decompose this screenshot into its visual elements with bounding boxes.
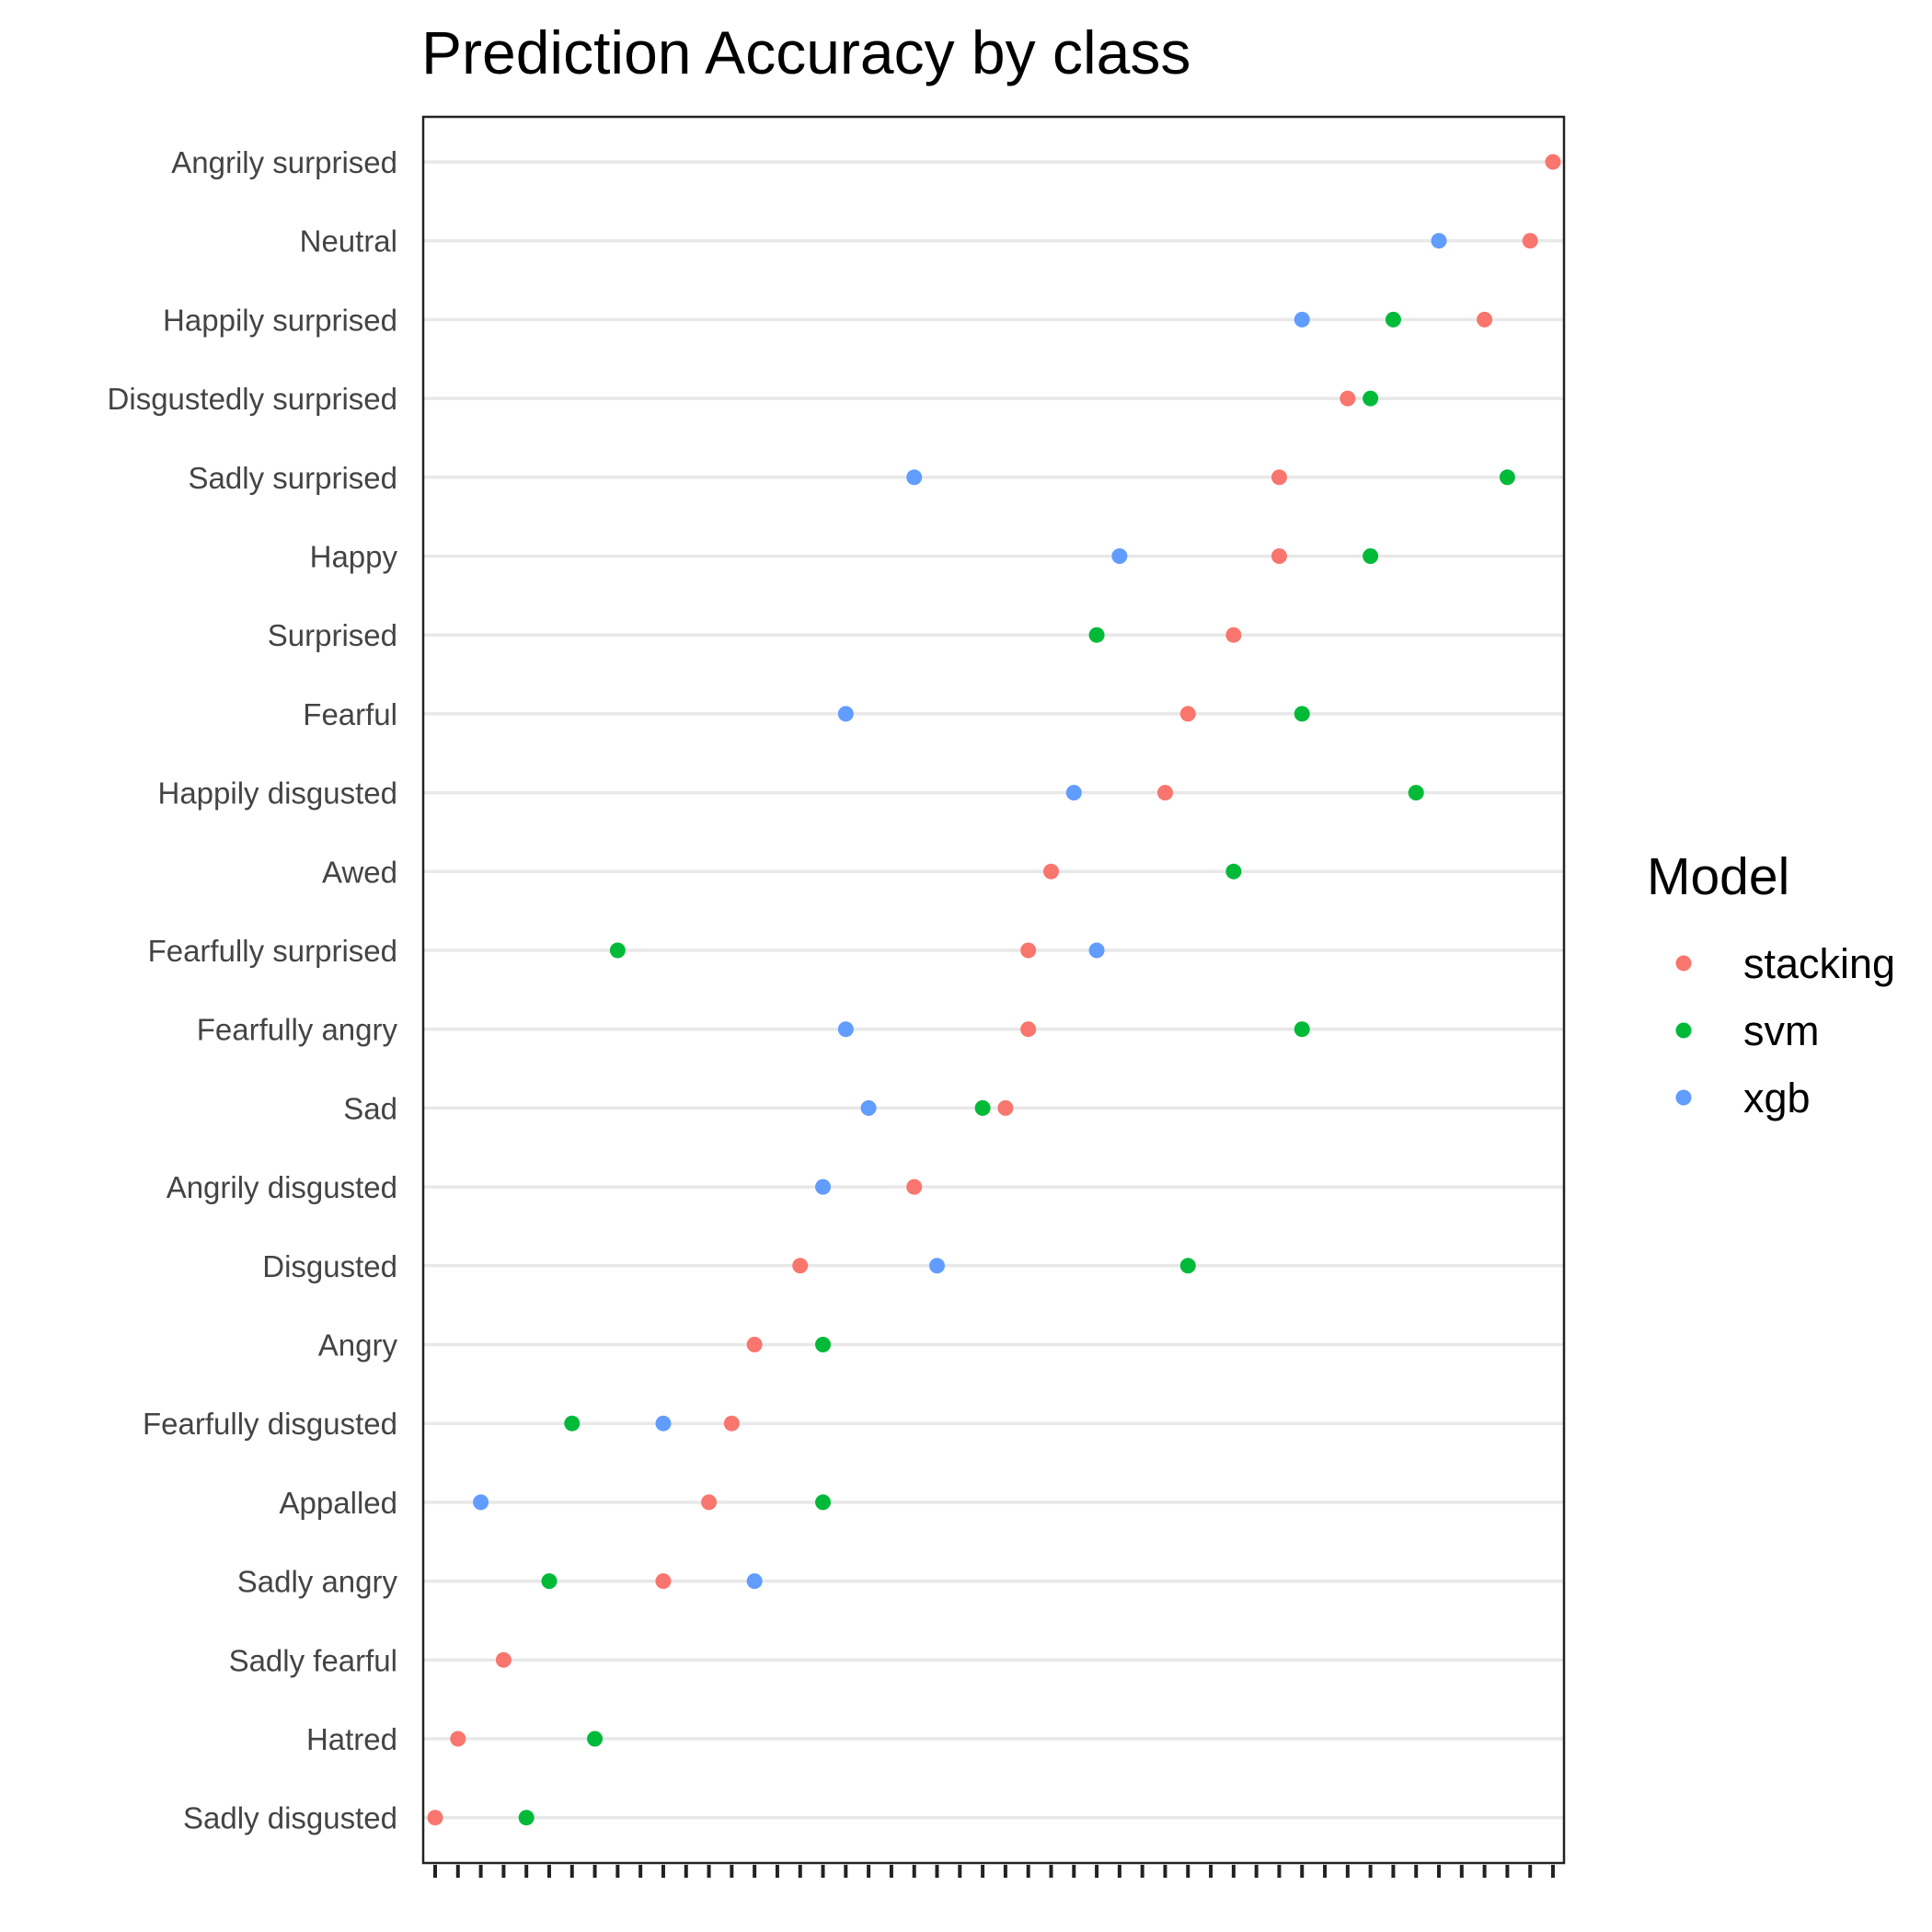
point-stacking-neutral [1522,233,1538,249]
point-xgb-sad [860,1099,877,1116]
point-stacking-fearfully-angry [1020,1021,1037,1038]
point-stacking-sad [997,1099,1014,1116]
point-stacking-hatred [450,1731,466,1747]
category-label-happily-surprised: Happily surprised [163,303,397,337]
point-xgb-fearfully-surprised [1088,942,1105,959]
point-stacking-sadly-fearful [495,1651,512,1668]
plot-panel-border [421,115,1566,1865]
point-svm-happily-surprised [1385,311,1401,328]
category-labels: Angrily surprised Neutral Happily surprise… [108,145,398,1835]
point-stacking-angrily-disgusted [906,1179,923,1195]
point-svm-disgustedly-surprised [1363,390,1379,407]
point-xgb-disgusted [929,1258,946,1274]
point-xgb-sadly-angry [746,1573,763,1590]
point-stacking-surprised [1225,627,1242,643]
point-stacking-happily-disgusted [1156,785,1173,801]
legend-key-svm [1675,1022,1692,1039]
point-xgb-sadly-surprised [906,469,923,486]
point-stacking-appalled [701,1494,718,1511]
legend-key-xgb [1675,1089,1692,1106]
point-stacking-happily-surprised [1477,311,1493,328]
point-xgb-fearfully-disgusted [655,1415,672,1432]
point-stacking-sadly-angry [655,1573,672,1590]
category-label-hatred: Hatred [306,1722,397,1756]
point-xgb-happy [1111,548,1128,564]
category-label-happily-disgusted: Happily disgusted [158,776,398,811]
category-label-happy: Happy [310,540,398,574]
point-stacking-happy [1271,548,1287,564]
category-label-sadly-surprised: Sadly surprised [189,461,397,495]
legend-key-stacking [1675,955,1692,972]
category-label-sad: Sad [343,1091,397,1125]
legend-label-xgb: xgb [1743,1075,1811,1121]
grid-layer [423,160,1564,1820]
point-svm-fearfully-disgusted [564,1415,581,1432]
point-svm-sadly-disgusted [518,1810,535,1826]
point-svm-surprised [1088,627,1105,643]
point-svm-disgusted [1179,1258,1196,1274]
category-label-sadly-angry: Sadly angry [237,1565,398,1599]
point-xgb-appalled [473,1494,489,1511]
point-svm-sad [974,1099,991,1116]
point-stacking-disgusted [792,1258,809,1274]
point-svm-happily-disgusted [1408,785,1424,801]
point-xgb-happily-surprised [1294,311,1310,328]
point-xgb-neutral [1431,233,1447,249]
chart-title: Prediction Accuracy by class [421,18,1190,86]
point-xgb-angrily-disgusted [815,1179,832,1195]
point-svm-fearfully-surprised [609,942,626,959]
category-label-awed: Awed [322,855,397,889]
point-stacking-sadly-disgusted [427,1810,443,1826]
legend-title: Model [1647,847,1789,906]
category-label-angrily-disgusted: Angrily disgusted [167,1170,397,1204]
point-stacking-fearful [1179,706,1196,722]
category-label-angrily-surprised: Angrily surprised [171,145,397,179]
category-label-appalled: Appalled [280,1486,397,1520]
category-label-sadly-fearful: Sadly fearful [229,1643,397,1677]
point-svm-angry [815,1337,832,1352]
category-label-fearful: Fearful [303,697,397,731]
category-label-fearfully-surprised: Fearfully surprised [148,934,397,968]
point-stacking-fearfully-surprised [1020,942,1037,959]
point-xgb-fearful [837,706,854,722]
point-stacking-angry [746,1337,763,1352]
point-stacking-fearfully-disgusted [723,1415,740,1432]
point-svm-sadly-angry [541,1573,558,1590]
point-stacking-angrily-surprised [1545,154,1561,170]
point-svm-hatred [587,1731,604,1747]
legend-label-svm: svm [1743,1007,1820,1054]
category-label-angry: Angry [318,1328,398,1363]
point-svm-happy [1363,548,1379,564]
category-label-disgustedly-surprised: Disgustedly surprised [108,382,397,416]
category-label-disgusted: Disgusted [262,1249,397,1283]
legend-label-stacking: stacking [1743,940,1895,987]
point-stacking-disgustedly-surprised [1340,390,1356,407]
category-label-neutral: Neutral [300,224,397,259]
data-points [427,154,1561,1826]
category-label-surprised: Surprised [268,618,397,652]
point-xgb-fearfully-angry [837,1021,854,1038]
category-label-fearfully-angry: Fearfully angry [197,1013,398,1047]
point-svm-appalled [815,1494,832,1511]
category-label-fearfully-disgusted: Fearfully disgusted [143,1407,397,1441]
point-svm-fearfully-angry [1294,1021,1310,1038]
point-xgb-happily-disgusted [1065,785,1082,801]
category-label-sadly-disgusted: Sadly disgusted [183,1801,397,1835]
legend: Model stacking svm xgb [1647,847,1895,1121]
x-axis-ticks [433,1865,1555,1878]
point-svm-awed [1225,863,1242,880]
point-stacking-awed [1042,863,1059,880]
legend-items: stacking svm xgb [1675,940,1895,1121]
point-svm-fearful [1294,706,1310,722]
point-svm-sadly-surprised [1499,469,1515,486]
point-stacking-sadly-surprised [1271,469,1287,486]
